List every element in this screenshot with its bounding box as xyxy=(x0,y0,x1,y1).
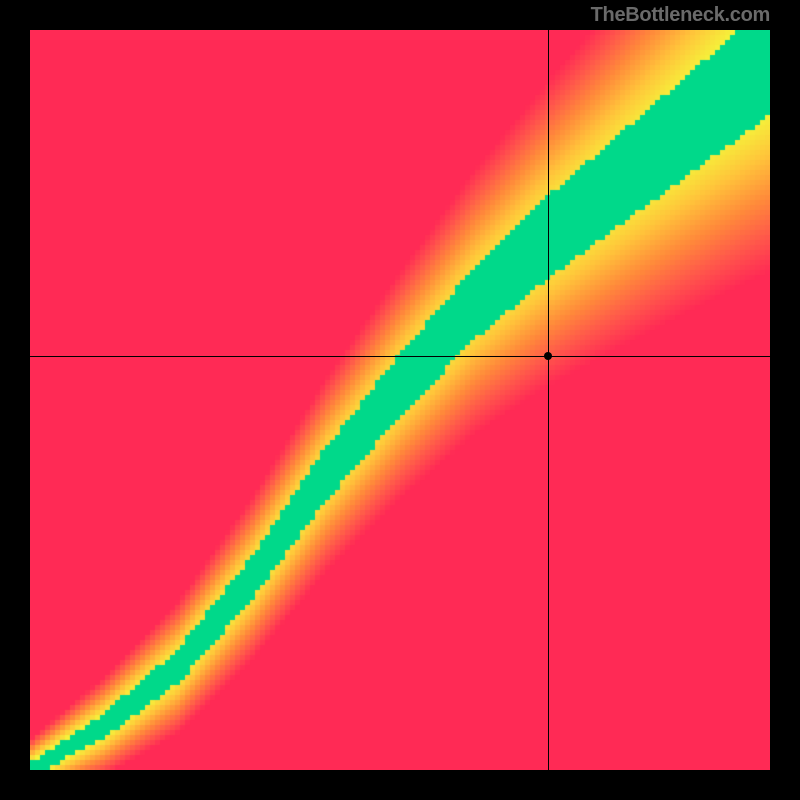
crosshair-marker xyxy=(544,352,552,360)
bottleneck-heatmap-plot xyxy=(30,30,770,770)
watermark-text: TheBottleneck.com xyxy=(591,4,770,27)
crosshair-horizontal xyxy=(30,356,770,357)
heatmap-canvas xyxy=(30,30,770,770)
crosshair-vertical xyxy=(548,30,549,770)
